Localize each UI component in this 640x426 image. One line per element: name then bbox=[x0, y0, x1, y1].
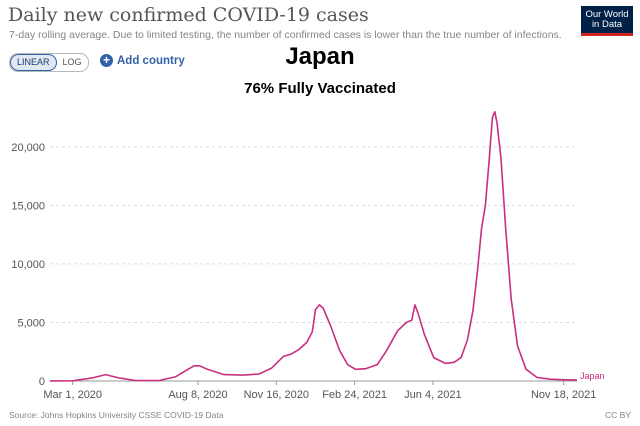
logo-line-1: Our World bbox=[585, 9, 629, 20]
x-tick-label: Aug 8, 2020 bbox=[168, 389, 227, 401]
owid-logo[interactable]: Our World in Data bbox=[581, 6, 633, 36]
add-country-button[interactable]: + Add country bbox=[100, 54, 185, 67]
x-tick-label: Mar 1, 2020 bbox=[43, 389, 102, 401]
linear-scale-button[interactable]: LINEAR bbox=[10, 54, 57, 71]
log-scale-button[interactable]: LOG bbox=[56, 54, 88, 71]
chart-subtitle: 7-day rolling average. Due to limited te… bbox=[9, 29, 562, 41]
y-tick-label: 5,000 bbox=[17, 317, 45, 329]
logo-line-2: in Data bbox=[591, 19, 623, 30]
add-country-label: Add country bbox=[117, 54, 185, 67]
y-tick-label: 0 bbox=[39, 376, 45, 388]
overlay-country-title: Japan bbox=[285, 43, 355, 70]
series-end-label: Japan bbox=[580, 371, 605, 381]
scale-toggle: LINEAR LOG bbox=[9, 53, 89, 72]
x-tick-label: Feb 24, 2021 bbox=[322, 389, 387, 401]
series-line-japan bbox=[49, 110, 578, 382]
license-text[interactable]: CC BY bbox=[605, 410, 631, 420]
source-text[interactable]: Source: Johns Hopkins University CSSE CO… bbox=[9, 410, 224, 420]
y-tick-label: 20,000 bbox=[11, 142, 45, 154]
x-tick-label: Nov 18, 2021 bbox=[531, 389, 596, 401]
y-tick-label: 10,000 bbox=[11, 259, 45, 271]
y-tick-label: 15,000 bbox=[11, 200, 45, 212]
chart-title: Daily new confirmed COVID-19 cases bbox=[8, 4, 369, 26]
x-tick-label: Jun 4, 2021 bbox=[404, 389, 462, 401]
x-tick-label: Nov 16, 2020 bbox=[244, 389, 309, 401]
overlay-vaccination-text: 76% Fully Vaccinated bbox=[244, 80, 396, 97]
plus-icon: + bbox=[100, 54, 113, 67]
